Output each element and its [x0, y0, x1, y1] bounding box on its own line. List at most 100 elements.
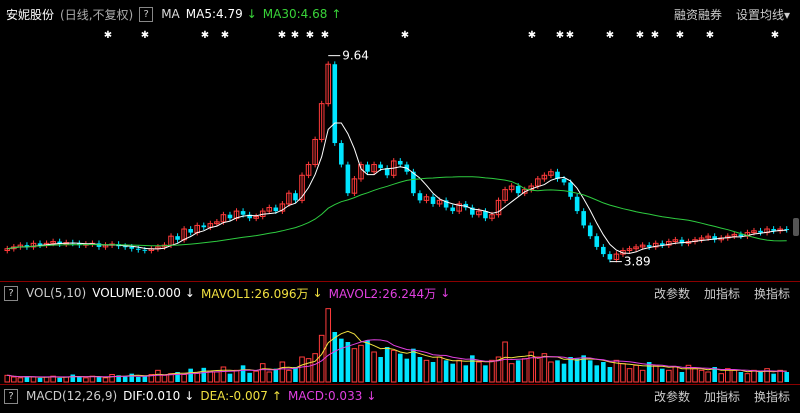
volume-bar — [70, 374, 76, 382]
volume-bar — [672, 366, 679, 383]
candle-body — [535, 178, 541, 187]
candle-body — [345, 164, 351, 194]
candle-body — [286, 192, 292, 205]
candle-body — [508, 185, 515, 191]
volume-bar — [587, 360, 593, 382]
candle-body — [555, 171, 560, 179]
volume-bar — [30, 376, 37, 383]
mavol1-value: MAVOL1:26.096万 — [200, 286, 309, 301]
mavol2-arrow-icon: ↓ — [440, 286, 451, 300]
volume-bar — [279, 361, 286, 383]
candle-body — [666, 241, 672, 246]
volume-bar — [220, 366, 227, 383]
candle-body — [646, 245, 652, 247]
candle-body — [639, 244, 646, 248]
volume-bar — [417, 357, 423, 382]
volume-chart[interactable] — [0, 303, 800, 384]
stock-name: 安妮股份 — [6, 7, 55, 22]
mavol2-line — [7, 339, 787, 378]
volume-bar — [83, 377, 89, 383]
candle-body — [279, 203, 286, 212]
volume-bar — [443, 360, 449, 382]
candle-body — [679, 239, 685, 244]
macd-add-indicator-button[interactable]: 加指标 — [703, 389, 740, 404]
volume-bar — [646, 362, 652, 382]
volume-bar — [705, 371, 711, 383]
volume-bar — [332, 332, 338, 382]
candle-body — [325, 63, 332, 105]
volume-bar — [318, 334, 325, 383]
dif-value: DIF:0.010 — [123, 389, 181, 403]
candle-body — [4, 248, 11, 252]
help-button[interactable]: ? — [139, 6, 154, 22]
candle-body — [521, 189, 528, 194]
low-price-label: 3.89 — [624, 255, 651, 269]
candle-body — [50, 241, 56, 244]
volume-bar — [194, 372, 201, 383]
volume-bar — [293, 367, 298, 382]
candle-body — [626, 248, 633, 252]
volume-bar — [515, 360, 521, 382]
volume-bar — [24, 376, 30, 382]
candle-body — [227, 214, 233, 219]
volume-bar — [666, 369, 672, 383]
price-chart[interactable]: 9.643.89✱ ✱ ✱ ✱ ✱ ✱ ✱ ✱ ✱ ✱ ✱ ✱ ✱ ✱ ✱ ✱ ✱ ✱ — [0, 24, 800, 280]
candle-body — [135, 248, 141, 250]
volume-bar — [685, 364, 692, 383]
volume-bar — [390, 349, 397, 383]
volume-bar — [96, 377, 102, 382]
volume-bar — [339, 338, 344, 382]
volume-bar — [188, 368, 193, 382]
candle-body — [142, 249, 148, 251]
volume-bar — [764, 368, 770, 383]
event-marker-icon: ✱ — [321, 30, 329, 41]
candle-body — [594, 236, 600, 247]
event-marker-icon: ✱ — [278, 30, 286, 41]
volume-bar — [620, 363, 626, 383]
volume-bar — [476, 361, 482, 383]
ma30-arrow-icon: ↑ — [331, 7, 342, 21]
volume-add-indicator-button[interactable]: 加指标 — [703, 286, 740, 301]
macd-arrow-icon: ↓ — [366, 389, 377, 403]
candle-body — [201, 225, 207, 228]
volume-bar — [63, 376, 70, 383]
candle-body — [456, 203, 463, 212]
candle-body — [489, 214, 495, 219]
volume-bar — [777, 369, 783, 383]
ma-settings-label: 设置均线 — [735, 7, 784, 22]
volume-bar — [397, 353, 403, 382]
volume-help-button[interactable]: ? — [4, 285, 18, 301]
event-marker-icon: ✱ — [651, 30, 659, 41]
volume-bar — [345, 342, 351, 382]
volume-switch-indicator-button[interactable]: 换指标 — [753, 286, 790, 301]
candle-body — [365, 164, 370, 172]
volume-change-params-button[interactable]: 改参数 — [653, 286, 690, 301]
candle-body — [214, 221, 220, 225]
event-marker-icon: ✱ — [528, 30, 536, 41]
volume-bar — [568, 357, 573, 382]
volume-bar — [175, 372, 180, 382]
volume-bar — [384, 347, 390, 382]
macd-help-button[interactable]: ? — [4, 388, 18, 404]
candle-body — [30, 242, 37, 248]
macd-change-params-button[interactable]: 改参数 — [653, 389, 690, 404]
ma-label: MA — [161, 7, 180, 21]
volume-bar — [613, 359, 620, 383]
ma-settings-button[interactable]: 设置均线▾ — [736, 6, 790, 23]
candle-body — [515, 186, 521, 194]
candle-body — [607, 254, 613, 260]
ma5-arrow-icon: ↓ — [246, 7, 257, 21]
macd-switch-indicator-button[interactable]: 换指标 — [753, 389, 790, 404]
volume-bar — [142, 376, 148, 382]
macd-value: MACD:0.033 — [287, 389, 363, 403]
ma5-value: MA5:4.79 — [185, 7, 243, 21]
ma30-value: MA30:4.68 — [262, 7, 328, 21]
margin-trading-button[interactable]: 融资融券 — [673, 7, 722, 22]
volume-bar — [758, 372, 763, 382]
volume-bar — [528, 351, 535, 383]
pane-divider — [0, 384, 800, 385]
volume-bar — [122, 376, 128, 382]
volume-bar — [129, 373, 135, 382]
volume-bar — [161, 374, 168, 383]
chart-scrollbar[interactable] — [793, 218, 799, 236]
